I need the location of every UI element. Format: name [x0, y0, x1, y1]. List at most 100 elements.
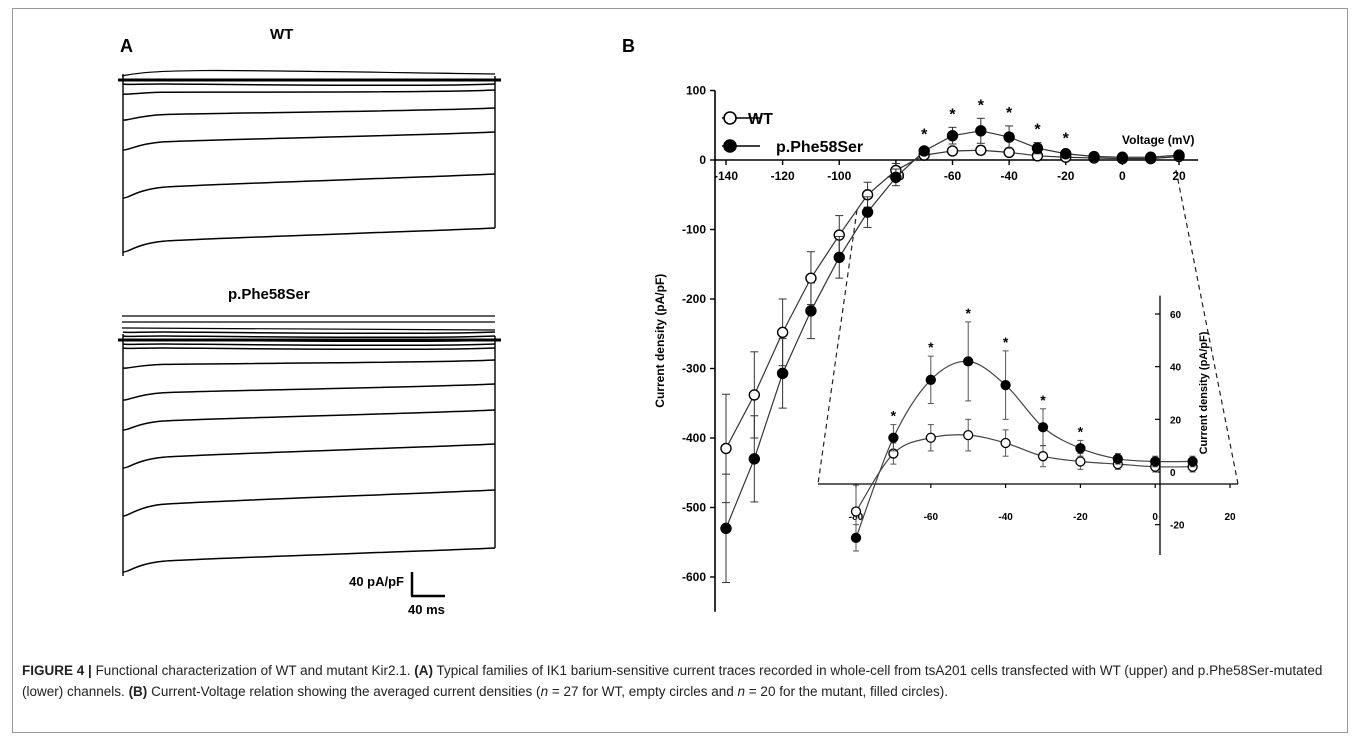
inset-significance-star: * — [965, 305, 971, 321]
mutant-point — [1116, 151, 1129, 163]
inset-mutant-point — [1187, 456, 1198, 467]
wt-outward-trace — [121, 69, 496, 77]
caption-text-4: = 27 for WT, empty circles and — [548, 684, 738, 699]
inset-wt-point — [963, 429, 974, 441]
main-x-tick-label: -120 — [771, 169, 795, 183]
inset-mutant-point — [1075, 443, 1086, 454]
scale-bar: 40 pA/pF 40 ms — [349, 572, 445, 617]
inset-wt-point — [1037, 451, 1049, 462]
inset-wt-point — [850, 506, 862, 517]
mutant-trace — [122, 383, 496, 401]
mutant-trace — [122, 489, 496, 517]
trace-panel-svg: 40 pA/pF 40 ms — [118, 69, 501, 617]
main-x-tick-label: 20 — [1172, 169, 1186, 183]
caption-text-3: Current-Voltage relation showing the ave… — [151, 684, 541, 699]
mutant-point — [805, 305, 817, 317]
wt-trace — [122, 227, 496, 253]
mutant-point — [748, 453, 761, 465]
wt-point — [720, 442, 732, 455]
inset-mutant-point — [925, 374, 936, 385]
caption-text-5: = 20 for the mutant, filled circles). — [745, 684, 949, 699]
caption-text-1: Functional characterization of WT and mu… — [95, 663, 411, 678]
inset-x-tick-label: 0 — [1152, 512, 1158, 523]
main-x-tick-label: -40 — [1000, 169, 1018, 183]
mutant-point — [833, 251, 845, 263]
mutant-trace — [122, 443, 496, 469]
mutant-trace — [122, 339, 496, 343]
wt-trace — [122, 131, 496, 151]
mutant-point — [1088, 150, 1100, 163]
mutant-point — [918, 145, 930, 157]
main-significance-star: * — [949, 106, 956, 123]
inset-y-axis-label: Current density (pA/pF) — [1198, 331, 1210, 454]
mutant-point — [776, 367, 789, 380]
inset-mutant-point — [1112, 453, 1123, 464]
wt-point — [776, 326, 789, 339]
mutant-point — [720, 522, 732, 535]
mutant-trace — [122, 335, 496, 339]
wt-trace — [122, 83, 496, 87]
main-significance-star: * — [1063, 131, 1070, 148]
wt-trace — [122, 107, 496, 121]
inset-mutant-point — [850, 532, 862, 543]
wt-point — [975, 144, 987, 156]
legend: WTp.Phe58Ser — [722, 111, 863, 156]
panel-b-label: B — [622, 36, 635, 56]
mutant-series-line — [725, 130, 1180, 529]
mutant-point — [946, 129, 959, 142]
inset-x-tick-label: 20 — [1224, 512, 1236, 523]
main-y-axis-label: Current density (pA/pF) — [653, 274, 667, 408]
inset-mutant-point — [1037, 422, 1049, 433]
caption-n-2: n — [737, 684, 746, 699]
legend-marker — [723, 139, 737, 153]
main-y-tick-label: -400 — [682, 431, 706, 445]
main-x-tick-label: -100 — [827, 169, 851, 183]
scale-current-label: 40 pA/pF — [349, 574, 404, 589]
main-significance-star: * — [1034, 122, 1041, 139]
mutant-traces — [118, 315, 501, 576]
zoom-line-left — [817, 209, 858, 485]
inset-mutant-point — [1150, 456, 1161, 467]
caption-label-a: (A) — [414, 663, 433, 678]
mutant-point — [861, 206, 874, 218]
inset-plot: * * * * * * — [850, 305, 1198, 552]
mutant-point — [1003, 131, 1015, 143]
wt-point — [946, 145, 959, 157]
wt-trace — [122, 173, 496, 199]
inset-y-tick-label: 60 — [1170, 310, 1182, 321]
inset-wt-point — [925, 432, 936, 443]
wt-point — [805, 272, 817, 284]
mutant-outward-traces — [121, 315, 496, 331]
main-y-tick-label: 100 — [686, 84, 706, 98]
inset-mutant-point — [1000, 379, 1011, 391]
main-x-tick-label: -20 — [1057, 169, 1075, 183]
figure-caption: FIGURE 4 | Functional characterization o… — [22, 660, 1334, 702]
caption-figure-label: FIGURE 4 | — [22, 663, 92, 678]
mutant-trace — [122, 409, 496, 431]
inset-x-tick-label: -60 — [924, 512, 939, 523]
inset-wt-point — [1000, 437, 1011, 449]
main-significance-star: * — [921, 126, 928, 143]
inset-significance-star: * — [891, 408, 897, 424]
main-plot: * * * * * * — [720, 97, 1185, 584]
mutant-trace — [122, 359, 496, 369]
mutant-point — [1031, 142, 1044, 154]
wt-series-line — [725, 149, 1180, 449]
mutant-point — [975, 125, 987, 137]
wt-point — [748, 389, 761, 401]
inset-mutant-point — [963, 356, 974, 367]
inset-significance-star: * — [1040, 392, 1046, 408]
main-y-tick-label: -200 — [682, 292, 706, 306]
caption-n-1: n — [540, 684, 549, 699]
main-significance-star: * — [1006, 105, 1013, 122]
legend-label: p.Phe58Ser — [776, 139, 863, 156]
inset-wt-point — [1075, 456, 1086, 467]
inset-significance-star: * — [928, 339, 934, 355]
inset-y-tick-label: 20 — [1170, 415, 1182, 426]
wt-traces — [118, 69, 501, 256]
wt-trace — [122, 89, 496, 95]
mutant-point — [1060, 148, 1072, 160]
mutant-point — [1144, 151, 1157, 163]
inset-y-tick-label: 0 — [1170, 468, 1176, 479]
